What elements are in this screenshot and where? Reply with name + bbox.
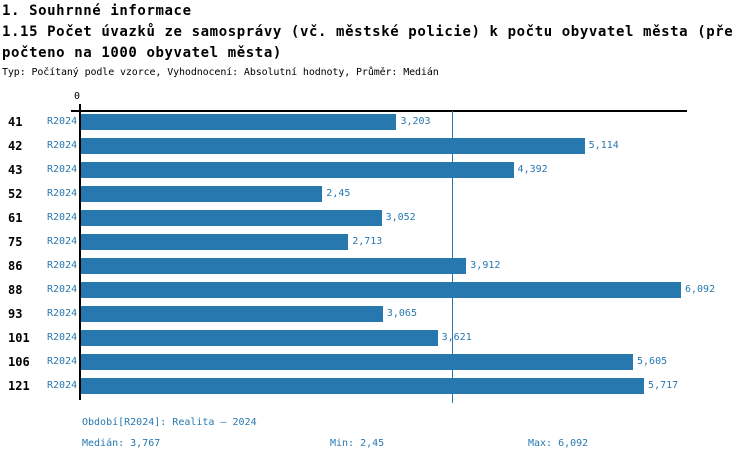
row-period: R2024 bbox=[47, 284, 78, 295]
bar-track: 3,052 bbox=[81, 210, 687, 226]
row-period: R2024 bbox=[47, 140, 78, 151]
row-category: 106 bbox=[8, 355, 30, 369]
row-category: 75 bbox=[8, 235, 23, 249]
bar-value: 5,114 bbox=[588, 140, 619, 151]
bar-track: 2,45 bbox=[81, 186, 687, 202]
row-period: R2024 bbox=[47, 212, 78, 223]
bar bbox=[81, 138, 585, 154]
row-category: 86 bbox=[8, 259, 23, 273]
bar-value: 3,203 bbox=[400, 116, 431, 127]
bar-track: 3,621 bbox=[81, 330, 687, 346]
median-line bbox=[452, 111, 453, 403]
bar bbox=[81, 162, 514, 178]
row-period: R2024 bbox=[47, 356, 78, 367]
row-category: 121 bbox=[8, 379, 30, 393]
x-axis-zero-tick-label: 0 bbox=[74, 91, 81, 102]
row-category: 61 bbox=[8, 211, 23, 225]
row-category: 41 bbox=[8, 115, 23, 129]
bar bbox=[81, 114, 397, 130]
chart-row: 93 R2024 3,065 bbox=[0, 306, 687, 322]
chart-row: 121 R2024 5,717 bbox=[0, 378, 687, 394]
chart-row: 88 R2024 6,092 bbox=[0, 282, 715, 298]
bar bbox=[81, 330, 438, 346]
row-category: 42 bbox=[8, 139, 23, 153]
stat-max: Max: 6,092 bbox=[528, 438, 589, 449]
bar-track: 6,092 bbox=[81, 282, 715, 298]
row-category: 88 bbox=[8, 283, 23, 297]
chart-row: 86 R2024 3,912 bbox=[0, 258, 687, 274]
row-period: R2024 bbox=[47, 308, 78, 319]
row-period: R2024 bbox=[47, 188, 78, 199]
x-axis-line bbox=[71, 110, 687, 112]
bar-track: 4,392 bbox=[81, 162, 687, 178]
chart-row: 101 R2024 3,621 bbox=[0, 330, 687, 346]
chart-meta: Typ: Počítaný podle vzorce, Vyhodnocení:… bbox=[2, 67, 439, 78]
bar bbox=[81, 306, 383, 322]
bar-track: 3,065 bbox=[81, 306, 687, 322]
bar-track: 5,114 bbox=[81, 138, 687, 154]
bar bbox=[81, 258, 467, 274]
bar-value: 6,092 bbox=[684, 284, 716, 295]
chart-row: 41 R2024 3,203 bbox=[0, 114, 687, 130]
bar-track: 5,717 bbox=[81, 378, 687, 394]
page-title: 1. Souhrnné informace bbox=[2, 3, 192, 19]
bar-track: 3,203 bbox=[81, 114, 687, 130]
row-category: 93 bbox=[8, 307, 23, 321]
bar bbox=[81, 210, 382, 226]
row-period: R2024 bbox=[47, 332, 78, 343]
bar-value: 2,713 bbox=[352, 236, 383, 247]
bar-value: 5,605 bbox=[637, 356, 668, 367]
chart-row: 43 R2024 4,392 bbox=[0, 162, 687, 178]
bar-track: 2,713 bbox=[81, 234, 687, 250]
bar-value: 3,052 bbox=[385, 212, 416, 223]
bar-value: 3,621 bbox=[441, 332, 472, 343]
bar-track: 3,912 bbox=[81, 258, 687, 274]
indicator-title-line-2: počteno na 1000 obyvatel města) bbox=[2, 45, 282, 61]
bar bbox=[81, 354, 634, 370]
row-period: R2024 bbox=[47, 116, 78, 127]
chart-row: 61 R2024 3,052 bbox=[0, 210, 687, 226]
bar-value: 3,912 bbox=[470, 260, 501, 271]
row-period: R2024 bbox=[47, 236, 78, 247]
indicator-title-line-1: 1.15 Počet úvazků ze samosprávy (vč. měs… bbox=[2, 24, 734, 40]
row-period: R2024 bbox=[47, 380, 78, 391]
stat-median: Medián: 3,767 bbox=[82, 438, 161, 449]
bar-value: 4,392 bbox=[517, 164, 548, 175]
y-axis-line bbox=[79, 104, 81, 400]
chart-row: 75 R2024 2,713 bbox=[0, 234, 687, 250]
bar bbox=[81, 282, 681, 298]
bar bbox=[81, 186, 323, 202]
row-category: 43 bbox=[8, 163, 23, 177]
bar bbox=[81, 234, 349, 250]
bar-track: 5,605 bbox=[81, 354, 687, 370]
chart-row: 106 R2024 5,605 bbox=[0, 354, 687, 370]
chart-row: 52 R2024 2,45 bbox=[0, 186, 687, 202]
row-category: 101 bbox=[8, 331, 30, 345]
row-period: R2024 bbox=[47, 260, 78, 271]
bar-value: 2,45 bbox=[326, 188, 351, 199]
row-period: R2024 bbox=[47, 164, 78, 175]
bar-value: 5,717 bbox=[648, 380, 679, 391]
chart-row: 42 R2024 5,114 bbox=[0, 138, 687, 154]
legend-period: Období[R2024]: Realita – 2024 bbox=[82, 417, 257, 428]
stat-min: Min: 2,45 bbox=[330, 438, 385, 449]
bar bbox=[81, 378, 645, 394]
bar-value: 3,065 bbox=[386, 308, 417, 319]
row-category: 52 bbox=[8, 187, 23, 201]
